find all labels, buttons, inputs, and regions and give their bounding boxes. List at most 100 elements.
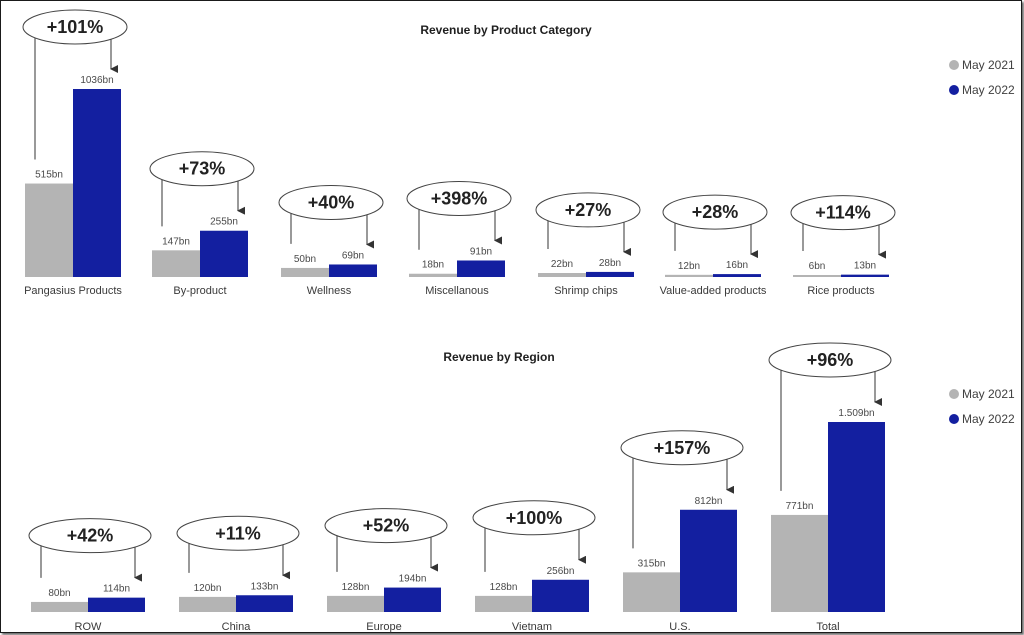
category-label: Shrimp chips xyxy=(554,285,618,297)
bar-product-miscellanous-may-2022 xyxy=(457,260,505,277)
category-label: Wellness xyxy=(307,285,352,297)
bar-product-pangasius-products-may-2021 xyxy=(25,183,73,277)
data-label: 515bn xyxy=(35,170,63,181)
data-label: 18bn xyxy=(422,260,444,271)
data-label: 128bn xyxy=(342,582,370,593)
data-label: 120bn xyxy=(194,583,222,594)
data-label: 28bn xyxy=(599,258,621,269)
bar-region-u-s-may-2021 xyxy=(623,572,680,612)
bar-product-wellness-may-2021 xyxy=(281,267,329,277)
bar-product-by-product-may-2021 xyxy=(152,250,200,277)
growth-ellipse xyxy=(662,194,768,230)
growth-ellipse xyxy=(768,342,892,378)
data-label: 16bn xyxy=(726,260,748,271)
legend-label: May 2021 xyxy=(962,387,1015,401)
growth-ellipse xyxy=(28,518,152,554)
data-label: 91bn xyxy=(470,246,492,257)
data-label: 133bn xyxy=(251,581,279,592)
data-label: 771bn xyxy=(786,501,814,512)
data-label: 69bn xyxy=(342,250,364,261)
data-label: 12bn xyxy=(678,261,700,272)
bar-product-by-product-may-2022 xyxy=(200,230,248,277)
bar-region-europe-may-2021 xyxy=(327,595,384,612)
bar-product-pangasius-products-may-2022 xyxy=(73,89,121,277)
data-label: 315bn xyxy=(638,558,666,569)
bar-product-value-added-products-may-2022 xyxy=(713,274,761,277)
category-label: By-product xyxy=(173,285,226,297)
growth-percentage: +100% xyxy=(506,508,563,528)
growth-ellipse xyxy=(535,192,641,228)
bar-product-shrimp-chips-may-2021 xyxy=(538,273,586,277)
bar-product-value-added-products-may-2021 xyxy=(665,274,713,277)
bar-region-u-s-may-2022 xyxy=(680,509,737,612)
growth-percentage: +52% xyxy=(363,516,410,536)
growth-percentage: +28% xyxy=(692,202,739,222)
data-label: 80bn xyxy=(48,588,70,599)
category-label: Pangasius Products xyxy=(24,285,122,297)
region-chart: 80bn 114bn ROW +42% 120bn 133bn China +11% 128bn… xyxy=(28,342,1015,633)
data-label: 128bn xyxy=(490,582,518,593)
growth-ellipse xyxy=(324,508,448,544)
growth-percentage: +27% xyxy=(565,200,612,220)
growth-ellipse xyxy=(149,151,255,187)
growth-percentage: +11% xyxy=(215,523,261,543)
bar-region-vietnam-may-2022 xyxy=(532,579,589,612)
data-label: 114bn xyxy=(103,584,130,595)
growth-percentage: +73% xyxy=(179,159,226,179)
legend-marker-may-2021 xyxy=(949,60,959,70)
category-label: Value-added products xyxy=(660,285,767,297)
data-label: 22bn xyxy=(551,259,573,270)
product-category-chart: 515bn 1036bn Pangasius Products +101% 147bn 2… xyxy=(22,9,1015,297)
bar-region-europe-may-2022 xyxy=(384,587,441,612)
legend-marker-may-2022 xyxy=(949,414,959,424)
growth-percentage: +398% xyxy=(431,188,488,208)
data-label: 13bn xyxy=(854,261,876,272)
bar-region-vietnam-may-2021 xyxy=(475,595,532,612)
data-label: 50bn xyxy=(294,254,316,265)
bar-product-miscellanous-may-2021 xyxy=(409,273,457,277)
data-label: 147bn xyxy=(162,236,190,247)
growth-ellipse xyxy=(176,515,300,551)
bar-region-china-may-2021 xyxy=(179,596,236,612)
category-label: Total xyxy=(816,621,839,633)
bar-product-wellness-may-2022 xyxy=(329,264,377,277)
category-label: Miscellanous xyxy=(425,285,489,297)
growth-percentage: +114% xyxy=(815,203,871,223)
growth-ellipse xyxy=(472,500,596,536)
data-label: 194bn xyxy=(399,574,427,585)
growth-percentage: +40% xyxy=(308,192,355,212)
bar-product-rice-products-may-2022 xyxy=(841,274,889,277)
legend-label: May 2022 xyxy=(962,412,1015,426)
category-label: ROW xyxy=(75,621,103,633)
data-label: 255bn xyxy=(210,217,238,228)
bar-product-shrimp-chips-may-2022 xyxy=(586,271,634,277)
bar-region-row-may-2021 xyxy=(31,601,88,612)
category-label: Rice products xyxy=(807,285,875,297)
category-label: Europe xyxy=(366,621,401,633)
growth-percentage: +96% xyxy=(807,350,854,370)
legend-marker-may-2022 xyxy=(949,85,959,95)
bar-product-rice-products-may-2021 xyxy=(793,275,841,277)
growth-ellipse xyxy=(406,180,512,216)
growth-ellipse xyxy=(790,195,896,231)
growth-ellipse xyxy=(22,9,128,45)
category-label: Vietnam xyxy=(512,621,552,633)
chart-title-region: Revenue by Region xyxy=(443,350,554,364)
legend-marker-may-2021 xyxy=(949,389,959,399)
data-label: 812bn xyxy=(695,496,723,507)
data-label: 1036bn xyxy=(80,75,113,86)
bar-region-total-may-2021 xyxy=(771,514,828,612)
bar-region-row-may-2022 xyxy=(88,597,145,612)
growth-ellipse xyxy=(620,430,744,466)
growth-percentage: +42% xyxy=(67,526,114,546)
chart-title-product: Revenue by Product Category xyxy=(420,23,592,37)
category-label: China xyxy=(222,621,252,633)
category-label: U.S. xyxy=(669,621,690,633)
bar-region-china-may-2022 xyxy=(236,595,293,612)
data-label: 1.509bn xyxy=(838,408,874,419)
legend-label: May 2022 xyxy=(962,83,1015,97)
data-label: 6bn xyxy=(809,261,826,272)
legend-label: May 2021 xyxy=(962,58,1015,72)
bar-region-total-may-2022 xyxy=(828,422,885,612)
